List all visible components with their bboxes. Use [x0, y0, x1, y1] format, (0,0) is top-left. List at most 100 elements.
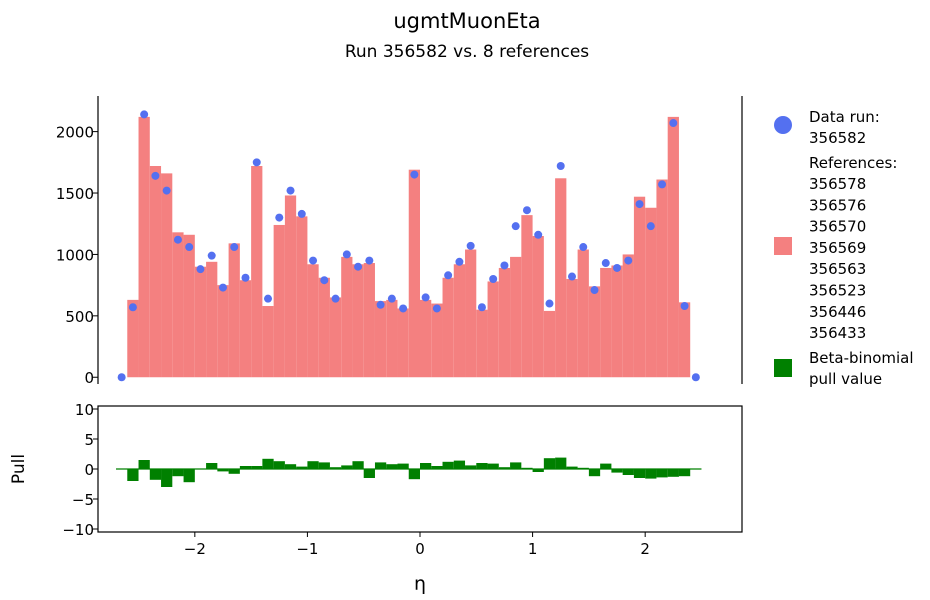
reference-bar — [420, 299, 432, 378]
data-point — [421, 293, 430, 302]
reference-bar — [228, 243, 240, 378]
reference-bar — [273, 224, 285, 378]
x-tick-label: 1 — [528, 540, 538, 558]
pull-bar — [555, 457, 567, 469]
pull-y-tick-label: −10 — [62, 521, 94, 539]
pull-bar — [273, 461, 285, 469]
data-point — [545, 299, 554, 308]
data-point — [680, 302, 689, 311]
reference-bar — [408, 169, 420, 378]
pull-bar — [465, 465, 477, 469]
data-point — [658, 180, 667, 189]
pull-bar — [408, 469, 420, 480]
pull-bar — [341, 465, 353, 469]
data-point — [342, 250, 351, 259]
reference-bar — [566, 278, 578, 378]
reference-bar — [194, 266, 207, 378]
reference-bar — [487, 281, 499, 378]
reference-bar — [206, 261, 218, 378]
data-point — [387, 294, 396, 303]
reference-bar — [600, 267, 612, 378]
data-point — [432, 304, 441, 313]
data-point — [117, 373, 126, 382]
legend: Data run: 356582 References: 35657835657… — [774, 108, 914, 388]
data-point — [444, 271, 453, 280]
pull-bar — [262, 458, 274, 469]
pull-bar — [633, 469, 646, 478]
y-axis-label-pull: Pull — [9, 454, 29, 484]
data-point — [365, 256, 374, 265]
data-point — [230, 243, 239, 252]
main-y-tick-label: 1000 — [56, 246, 94, 264]
reference-bar — [149, 166, 162, 378]
reference-bar — [431, 303, 443, 378]
data-point — [410, 170, 419, 179]
pull-bar — [138, 460, 150, 469]
reference-bar — [262, 306, 274, 378]
data-point — [286, 186, 295, 195]
pull-bar — [296, 466, 308, 469]
reference-bar — [374, 301, 387, 378]
chart-subtitle: Run 356582 vs. 8 references — [345, 42, 589, 62]
pull-bar — [442, 461, 454, 469]
pull-bar — [307, 461, 319, 469]
main-y-tick-label: 500 — [65, 308, 94, 326]
data-point — [264, 294, 273, 303]
reference-bar — [678, 302, 691, 378]
pull-bar — [656, 469, 668, 478]
reference-bar — [465, 249, 477, 378]
reference-bar — [498, 267, 511, 378]
reference-bar — [284, 195, 297, 378]
data-point — [173, 235, 182, 244]
pull-bar — [588, 469, 601, 477]
pull-bar — [645, 469, 657, 479]
pull-bar — [172, 469, 184, 477]
pull-bar — [532, 469, 544, 472]
pull-bar — [217, 469, 229, 472]
reference-bar — [329, 297, 342, 378]
reference-bar — [611, 265, 623, 378]
pull-bar — [251, 466, 263, 469]
reference-bar — [296, 216, 308, 378]
data-point — [556, 162, 565, 171]
data-point — [309, 256, 318, 265]
legend-data-run-id: 356582 — [809, 129, 866, 147]
data-point — [624, 256, 633, 265]
data-point — [331, 294, 340, 303]
main-axes: 0 500 1000 1500 2000 — [56, 96, 743, 387]
pull-bar — [476, 463, 488, 469]
data-point — [669, 119, 678, 128]
main-reference-bars — [127, 116, 691, 378]
pull-y-tick-label: 5 — [84, 431, 94, 449]
legend-data-marker — [774, 116, 792, 134]
pull-bar — [149, 469, 162, 480]
chart-title: ugmtMuonEta — [393, 9, 540, 33]
data-point — [613, 263, 622, 272]
reference-bar — [555, 178, 567, 378]
data-point — [128, 303, 137, 312]
pull-bar — [487, 463, 499, 469]
data-point — [162, 186, 171, 195]
pull-bar — [386, 464, 398, 469]
data-point — [218, 283, 227, 292]
pull-bar — [600, 463, 612, 469]
data-point — [691, 373, 700, 382]
data-point — [534, 230, 543, 239]
pull-bar — [239, 466, 252, 469]
data-point — [376, 300, 385, 309]
reference-bar — [397, 308, 409, 378]
legend-reference-list: 356578 356576 356570 356569 356563 356523 3564… — [809, 175, 866, 342]
data-point — [185, 243, 194, 252]
data-point — [140, 110, 149, 119]
legend-pull-label-line2: pull value — [809, 370, 882, 388]
data-point — [477, 303, 486, 312]
pull-bar — [543, 458, 556, 469]
data-point — [151, 171, 160, 180]
pull-bar — [577, 467, 589, 469]
data-point — [455, 257, 464, 266]
reference-bar — [532, 236, 544, 378]
pull-bar — [667, 469, 679, 477]
legend-reference-item: 356578 — [809, 175, 866, 193]
legend-pull-swatch — [774, 359, 792, 377]
